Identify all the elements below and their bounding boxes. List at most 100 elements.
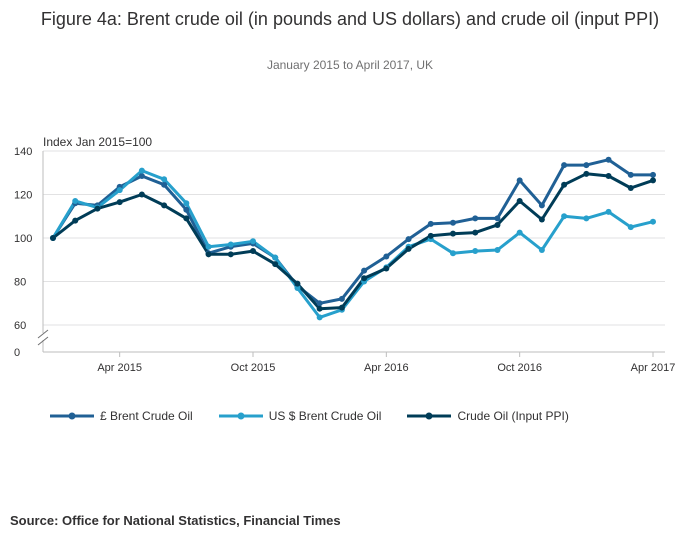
data-point-series-0 <box>161 181 168 188</box>
y-tick-label: 100 <box>14 233 32 245</box>
data-point-series-0 <box>650 171 656 178</box>
data-point-series-2 <box>72 217 79 224</box>
y-axis-label: Index Jan 2015=100 <box>43 135 152 149</box>
data-point-series-1 <box>516 229 523 236</box>
y-tick-label: 140 <box>14 146 32 158</box>
data-point-series-2 <box>116 199 123 206</box>
legend-label-crude-ppi: Crude Oil (Input PPI) <box>457 409 569 423</box>
data-point-series-1 <box>650 218 656 225</box>
data-point-series-2 <box>361 275 368 282</box>
data-point-series-1 <box>316 314 323 321</box>
data-point-series-0 <box>494 215 501 222</box>
data-point-series-2 <box>627 184 634 191</box>
data-point-series-0 <box>538 202 545 209</box>
y-tick-label: 120 <box>14 190 32 202</box>
series-line-2 <box>52 172 654 311</box>
data-point-series-2 <box>250 248 256 255</box>
data-point-series-1 <box>183 200 190 207</box>
data-point-series-1 <box>272 254 279 261</box>
x-tick-label: Apr 2016 <box>364 362 409 374</box>
data-point-series-1 <box>472 248 479 255</box>
data-point-series-0 <box>583 162 590 169</box>
legend-item-crude-ppi[interactable]: Crude Oil (Input PPI) <box>405 408 569 424</box>
y-tick-label: 60 <box>14 320 26 332</box>
chart-title: Figure 4a: Brent crude oil (in pounds an… <box>40 9 660 29</box>
axis-break-mark <box>37 329 49 339</box>
data-point-series-1 <box>450 250 456 257</box>
legend-swatch-usd-brent <box>218 412 263 420</box>
series-points <box>50 156 656 321</box>
data-point-series-1 <box>583 215 590 222</box>
data-point-series-1 <box>72 198 79 205</box>
legend-marker <box>425 412 433 420</box>
data-point-series-0 <box>183 206 190 213</box>
legend-marker <box>237 412 245 420</box>
legend-swatch-gbp-brent <box>50 412 94 420</box>
data-point-series-2 <box>161 202 168 209</box>
data-point-series-2 <box>227 251 234 258</box>
legend-swatch-crude-ppi <box>407 412 452 420</box>
data-point-series-2 <box>494 221 501 228</box>
data-point-series-2 <box>294 280 301 287</box>
data-point-series-0 <box>138 173 145 180</box>
data-point-series-2 <box>383 265 390 272</box>
data-point-series-1 <box>227 241 234 248</box>
source-note: Source: Office for National Statistics, … <box>10 513 341 528</box>
data-point-series-2 <box>583 170 590 177</box>
y-tick-label: 80 <box>14 277 26 289</box>
data-point-series-2 <box>472 229 479 236</box>
data-point-series-2 <box>94 205 101 212</box>
data-point-series-0 <box>427 220 434 227</box>
data-point-series-2 <box>650 177 656 184</box>
legend-item-usd-brent[interactable]: US $ Brent Crude Oil <box>217 408 382 424</box>
x-tick-label: Apr 2017 <box>631 362 676 374</box>
data-point-series-0 <box>383 253 390 260</box>
data-point-series-2 <box>316 305 323 312</box>
data-point-series-1 <box>538 246 545 253</box>
data-point-series-1 <box>138 167 145 174</box>
series-line-1 <box>51 169 654 319</box>
data-point-series-2 <box>272 261 279 268</box>
data-point-series-0 <box>316 300 323 307</box>
data-point-series-0 <box>361 267 368 274</box>
data-point-series-2 <box>338 304 345 311</box>
line-chart: Index Jan 2015=100 0 60 80 100 120 140 Apr 201… <box>14 135 676 374</box>
legend-marker <box>68 412 76 420</box>
data-point-series-2 <box>605 173 612 180</box>
y-tick-label: 0 <box>14 347 20 359</box>
legend: £ Brent Crude Oil US $ Brent Crude Oil C… <box>48 408 593 424</box>
data-point-series-0 <box>405 236 412 243</box>
data-point-series-0 <box>338 295 345 302</box>
data-point-series-2 <box>183 215 190 222</box>
series-lines <box>51 158 654 319</box>
data-point-series-0 <box>605 156 612 163</box>
chart-subtitle: January 2015 to April 2017, UK <box>266 58 434 72</box>
data-point-series-2 <box>50 235 56 241</box>
data-point-series-2 <box>427 232 434 239</box>
legend-item-gbp-brent[interactable]: £ Brent Crude Oil <box>48 408 193 424</box>
data-point-series-2 <box>561 181 568 188</box>
data-point-series-2 <box>405 245 412 252</box>
data-point-series-1 <box>605 208 612 215</box>
data-point-series-1 <box>250 238 256 245</box>
x-tick-label: Apr 2015 <box>97 362 142 374</box>
data-point-series-1 <box>161 176 168 183</box>
x-tick-label: Oct 2016 <box>497 362 542 374</box>
data-point-series-2 <box>450 230 456 237</box>
data-point-series-0 <box>627 171 634 178</box>
series-line-0 <box>51 158 653 305</box>
data-point-series-1 <box>116 187 123 194</box>
axis-break-mark <box>37 336 49 346</box>
data-point-series-2 <box>538 216 545 223</box>
data-point-series-0 <box>561 162 568 169</box>
data-point-series-2 <box>516 198 523 205</box>
legend-label-usd-brent: US $ Brent Crude Oil <box>268 409 382 423</box>
data-point-series-1 <box>561 213 568 220</box>
data-point-series-2 <box>205 251 212 258</box>
legend-label-gbp-brent: £ Brent Crude Oil <box>100 409 193 423</box>
data-point-series-1 <box>627 224 634 231</box>
x-tick-label: Oct 2015 <box>231 362 276 374</box>
data-point-series-0 <box>450 219 456 226</box>
data-point-series-1 <box>494 246 501 253</box>
data-point-series-0 <box>472 215 479 222</box>
